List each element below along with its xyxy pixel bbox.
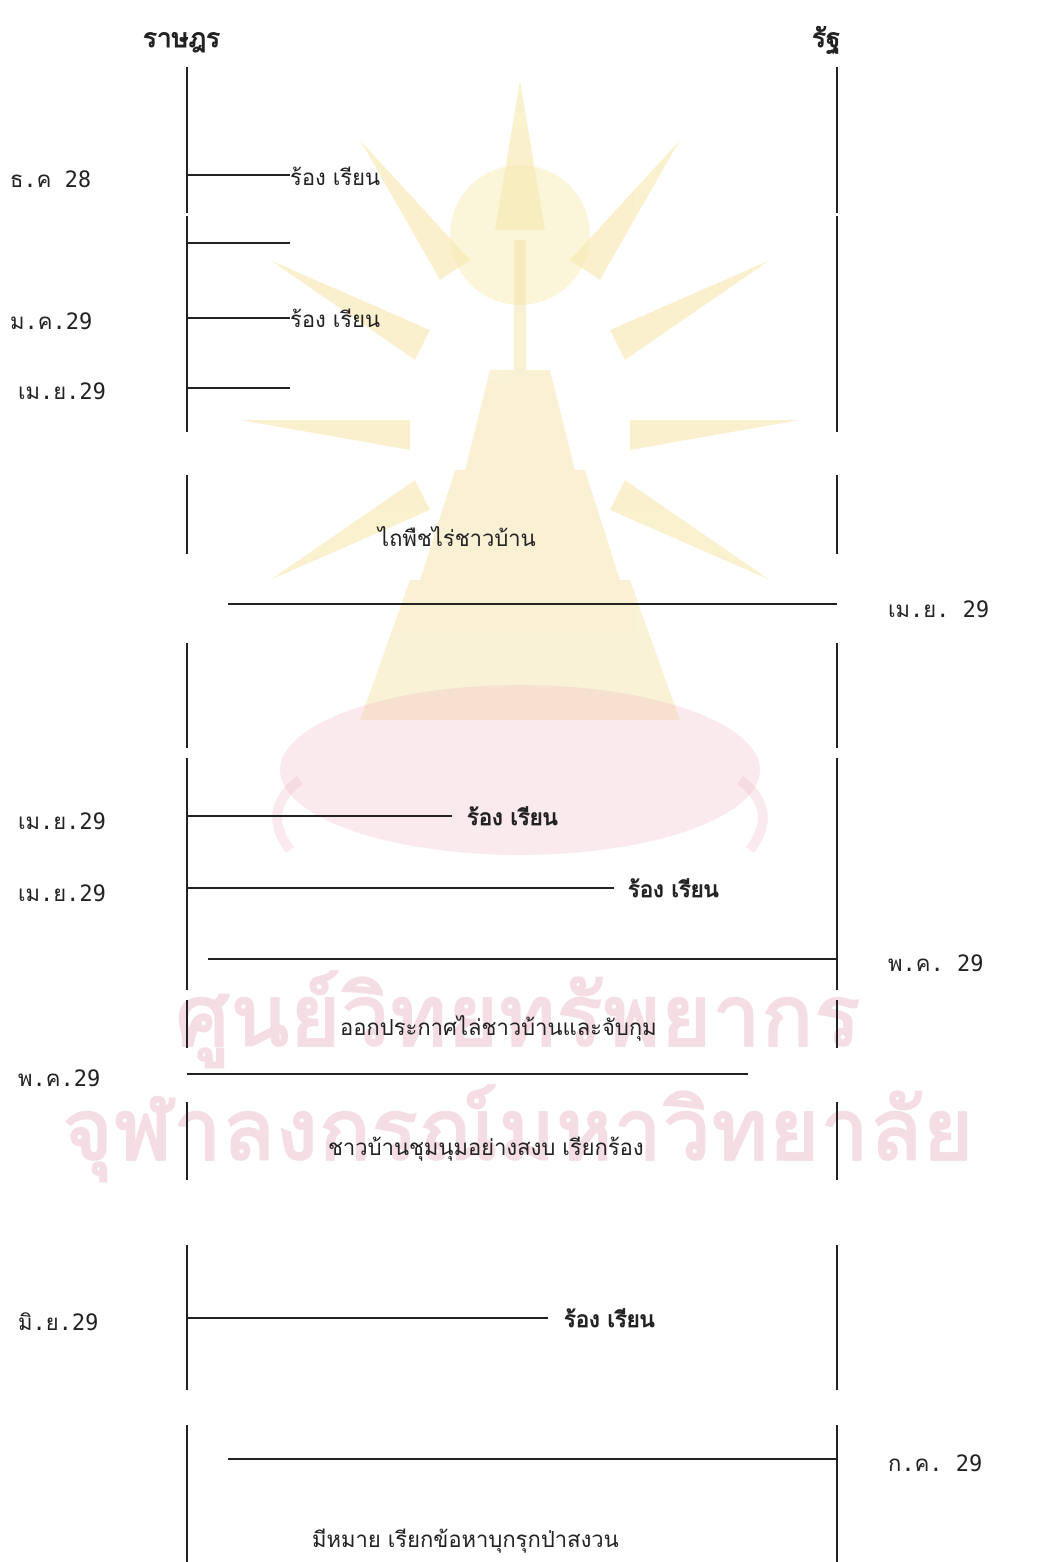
event-date: พ.ค.29	[18, 1067, 101, 1092]
event-label: ไถพืชไร่ชาวบ้าน	[378, 527, 536, 552]
event-date: เม.ย.29	[18, 882, 106, 907]
event-date: เม.ย.29	[18, 380, 106, 405]
event-date: เม.ย.29	[18, 810, 106, 835]
event-label: ร้อง เรียน	[467, 806, 558, 831]
event-label: ร้อง เรียน	[564, 1308, 655, 1333]
event-date: ม.ค.29	[10, 310, 93, 335]
event-label: ร้อง เรียน	[628, 878, 719, 903]
event-label: ร้อง เรียน	[290, 308, 381, 333]
event-date: ก.ค. 29	[888, 1452, 983, 1477]
event-label: ชาวบ้านชุมนุมอย่างสงบ เรียกร้อง	[328, 1136, 644, 1161]
watermark-line-1: ศูนย์วิทยทรัพยากร	[176, 967, 862, 1065]
watermark-line-2: จุฬาลงกรณ์มหาวิทยาลัย	[63, 1081, 975, 1179]
event-label: มีหมาย เรียกข้อหาบุกรุกป่าสงวน	[312, 1528, 619, 1553]
column-header-state: รัฐ	[812, 24, 841, 54]
column-header-citizens: ราษฎร	[143, 24, 221, 54]
event-date: มิ.ย.29	[18, 1311, 99, 1336]
event-label: ร้อง เรียน	[290, 166, 381, 191]
event-date: เม.ย. 29	[888, 598, 990, 623]
event-label: ออกประกาศไล่ชาวบ้านและจับกุม	[340, 1016, 657, 1041]
event-date: พ.ค. 29	[888, 952, 984, 977]
event-date: ธ.ค 28	[10, 168, 92, 193]
